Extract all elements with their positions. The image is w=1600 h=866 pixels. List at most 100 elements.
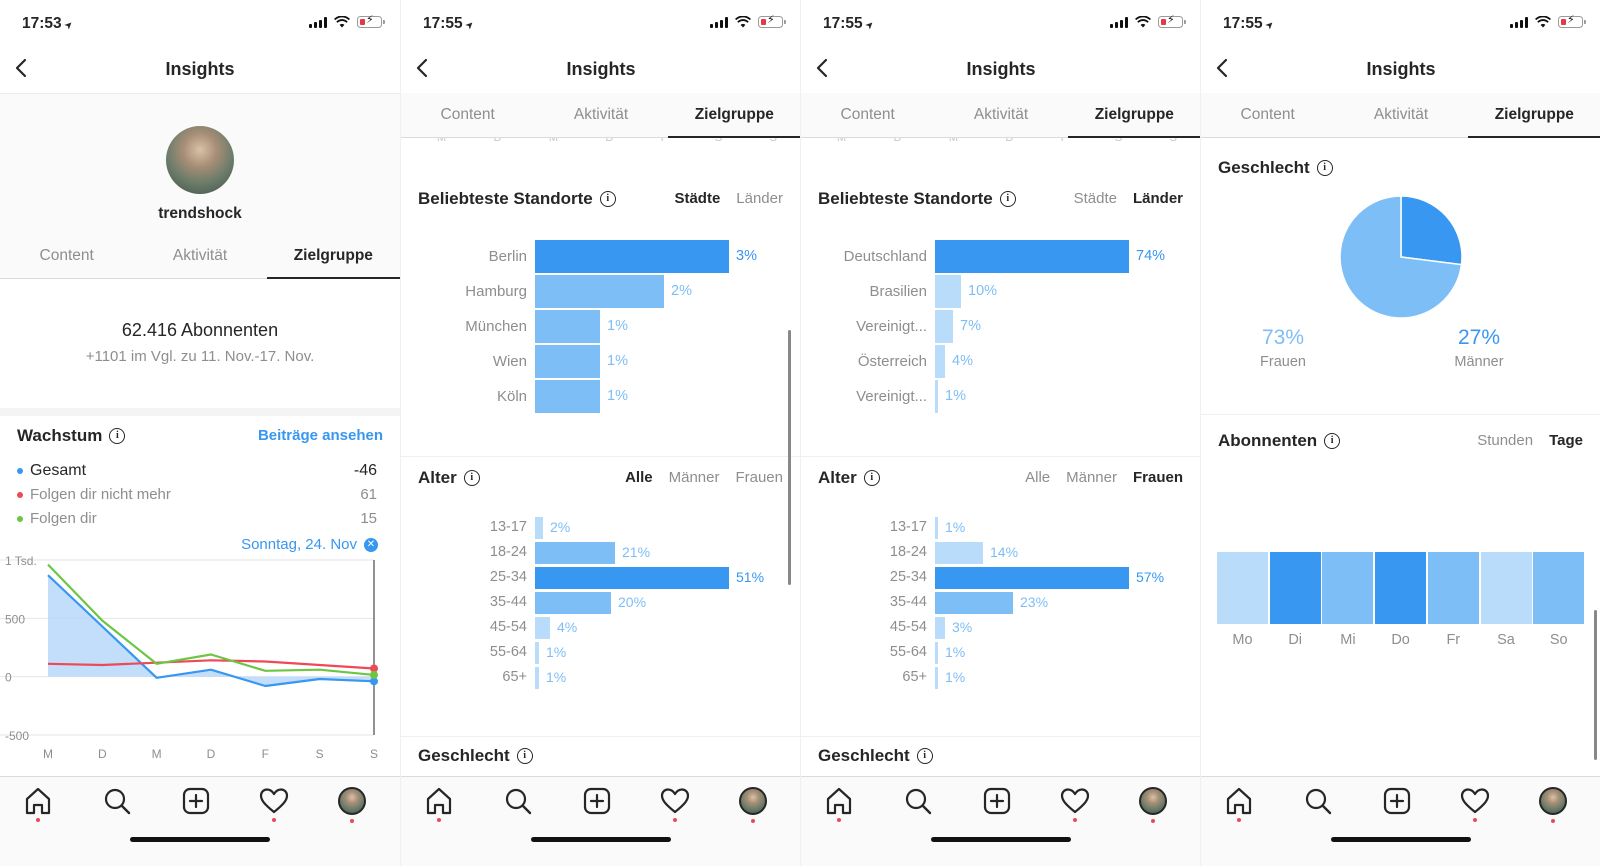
info-icon[interactable]: i: [463, 470, 480, 486]
info-icon[interactable]: i: [109, 428, 126, 444]
age-toggle-2[interactable]: Frauen: [735, 469, 783, 486]
legend-item: Folgen dir 15: [17, 509, 377, 531]
search-icon: [104, 788, 131, 815]
age-value: 1%: [546, 669, 567, 685]
bottom-tab-bar: [401, 776, 800, 866]
tab-zielgruppe[interactable]: Zielgruppe: [667, 93, 800, 138]
activity-heart-icon-button[interactable]: [1059, 785, 1091, 822]
x-tick-label: F: [262, 747, 269, 761]
age-toggle-0[interactable]: Alle: [1025, 469, 1051, 486]
home-icon-button[interactable]: [423, 785, 455, 822]
new-post-icon-button[interactable]: [1381, 785, 1413, 817]
age-label: 13-17: [889, 519, 927, 535]
tab-aktivitaet[interactable]: Aktivität: [172, 247, 228, 264]
profile-avatar-button[interactable]: [336, 785, 368, 823]
x-tick-label: M: [152, 747, 162, 761]
tab-zielgruppe[interactable]: Zielgruppe: [266, 234, 400, 279]
info-icon[interactable]: i: [863, 470, 880, 486]
followers-toggle-1[interactable]: Tage: [1549, 432, 1583, 449]
selected-date-text: Sonntag, 24. Nov: [241, 536, 357, 553]
age-toggle-1[interactable]: Männer: [1066, 469, 1117, 486]
activity-heart-icon-button[interactable]: [1459, 785, 1491, 822]
tab-content[interactable]: Content: [840, 106, 895, 123]
tab-zielgruppe[interactable]: Zielgruppe: [1067, 93, 1200, 138]
location-toggle-0[interactable]: Städte: [1073, 190, 1117, 207]
legend-dot: [17, 492, 23, 498]
tab-aktivitaet[interactable]: Aktivität: [1373, 106, 1429, 123]
tab-content[interactable]: Content: [39, 247, 94, 264]
notification-dot: [1151, 819, 1155, 823]
search-icon-button[interactable]: [902, 785, 934, 817]
growth-line-chart: 1 Tsd. 500 0 -500 M D M D F S S: [0, 554, 378, 761]
y-tick-label: 0: [5, 671, 12, 685]
back-chevron-icon[interactable]: [1215, 58, 1231, 78]
activity-heart-icon-button[interactable]: [258, 785, 290, 822]
search-icon-button[interactable]: [502, 785, 534, 817]
age-value: 51%: [736, 569, 765, 585]
tab-zielgruppe[interactable]: Zielgruppe: [1467, 93, 1600, 138]
status-icons: ⚡: [1510, 15, 1586, 28]
age-value: 4%: [557, 619, 578, 635]
home-icon-button[interactable]: [22, 785, 54, 822]
home-icon-button[interactable]: [1223, 785, 1255, 822]
location-toggle-0[interactable]: Städte: [674, 190, 721, 207]
age-toggle-0[interactable]: Alle: [625, 469, 653, 486]
pie-slice: [1400, 195, 1463, 266]
back-chevron-icon[interactable]: [14, 58, 30, 78]
info-icon[interactable]: i: [599, 191, 616, 207]
profile-avatar-button[interactable]: [737, 785, 769, 823]
day-bar: [1217, 552, 1268, 624]
tab-content[interactable]: Content: [440, 106, 495, 123]
age-toggle-1[interactable]: Männer: [668, 469, 720, 486]
nav-header: Insights: [1201, 46, 1600, 93]
profile-avatar: [338, 787, 366, 815]
back-chevron-icon[interactable]: [415, 58, 431, 78]
info-icon[interactable]: i: [999, 191, 1016, 207]
info-icon[interactable]: i: [516, 748, 533, 764]
age-value: 23%: [1020, 594, 1049, 610]
screen-overview: 17:53➤ ⚡ Insights trendshock Content Aktivitä…: [0, 0, 400, 866]
profile-avatar-button[interactable]: [1137, 785, 1169, 823]
location-toggle-1[interactable]: Länder: [736, 190, 783, 207]
x-tick-label: S: [370, 747, 378, 761]
age-toggle-2[interactable]: Frauen: [1132, 469, 1183, 486]
search-icon-button[interactable]: [1302, 785, 1334, 817]
profile-avatar: [739, 787, 767, 815]
day-label: Mo: [1232, 632, 1253, 648]
clear-date-icon[interactable]: ✕: [364, 537, 378, 552]
view-posts-link[interactable]: Beiträge ansehen: [257, 427, 383, 444]
notification-dot: [1073, 818, 1077, 822]
search-icon: [505, 788, 532, 815]
info-icon[interactable]: i: [1316, 160, 1333, 176]
y-tick-label: -500: [5, 729, 29, 743]
notification-dot: [673, 818, 677, 822]
activity-heart-icon-button[interactable]: [659, 785, 691, 822]
selected-date[interactable]: Sonntag, 24. Nov ✕: [241, 536, 378, 553]
x-tick-label: M: [43, 747, 53, 761]
location-value: 3%: [736, 248, 757, 264]
home-icon-button[interactable]: [823, 785, 855, 822]
back-chevron-icon[interactable]: [815, 58, 831, 78]
tab-aktivitaet[interactable]: Aktivität: [573, 106, 629, 123]
info-icon[interactable]: i: [1324, 433, 1341, 449]
notification-dot: [1237, 818, 1241, 822]
location-toggle-1[interactable]: Länder: [1132, 190, 1183, 207]
profile-avatar-button[interactable]: [1537, 785, 1569, 823]
tab-content[interactable]: Content: [1240, 106, 1295, 123]
age-value: 1%: [945, 644, 966, 660]
followers-toggle-0[interactable]: Stunden: [1477, 432, 1534, 449]
new-post-icon-button[interactable]: [981, 785, 1013, 817]
followers-title: Abonnenten i: [1218, 431, 1341, 451]
new-post-icon-button[interactable]: [581, 785, 613, 817]
age-label: 18-24: [489, 544, 527, 560]
location-value: 1%: [607, 318, 628, 334]
wifi-icon: [334, 16, 350, 28]
search-icon-button[interactable]: [101, 785, 133, 817]
new-post-icon-button[interactable]: [180, 785, 212, 817]
info-icon[interactable]: i: [916, 748, 933, 764]
location-row: Hamburg 2%: [401, 275, 800, 308]
age-row: 25-34 57%: [801, 567, 1200, 589]
gender-title-text: Geschlecht: [418, 746, 510, 765]
tab-aktivitaet[interactable]: Aktivität: [973, 106, 1029, 123]
age-bar: [535, 567, 729, 589]
